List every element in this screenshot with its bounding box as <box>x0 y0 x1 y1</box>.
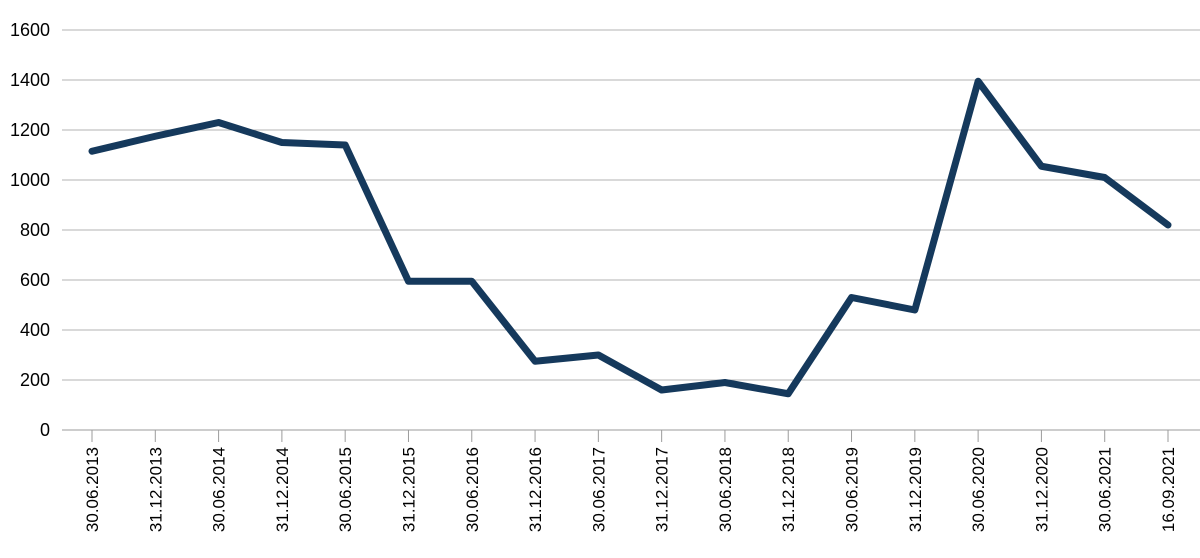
y-tick-label: 1200 <box>10 120 50 140</box>
x-tick-label: 31.12.2020 <box>1032 447 1051 532</box>
y-axis-labels: 0 200 400 600 800 1000 1200 1400 1600 <box>10 20 50 440</box>
y-tick-label: 600 <box>20 270 50 290</box>
x-tick-label: 31.12.2019 <box>906 447 925 532</box>
x-tick-label: 31.12.2014 <box>273 447 292 532</box>
y-tick-label: 1400 <box>10 70 50 90</box>
x-tick-label: 30.06.2020 <box>969 447 988 532</box>
x-tick-label: 31.12.2018 <box>779 447 798 532</box>
x-tick-label: 30.06.2016 <box>463 447 482 532</box>
y-tick-label: 0 <box>40 420 50 440</box>
x-tick-label: 16.09.2021 <box>1159 447 1178 532</box>
x-tick-label: 31.12.2015 <box>399 447 418 532</box>
y-tick-label: 400 <box>20 320 50 340</box>
x-tick-label: 30.06.2015 <box>336 447 355 532</box>
x-tick-label: 30.06.2018 <box>716 447 735 532</box>
x-tick-label: 30.06.2021 <box>1096 447 1115 532</box>
y-tick-label: 200 <box>20 370 50 390</box>
y-tick-label: 800 <box>20 220 50 240</box>
x-tick-label: 31.12.2016 <box>526 447 545 532</box>
x-tick-label: 30.06.2019 <box>843 447 862 532</box>
x-tick-label: 30.06.2014 <box>210 447 229 532</box>
x-tick-label: 30.06.2017 <box>589 447 608 532</box>
data-line <box>88 77 1172 398</box>
x-tick-label: 30.06.2013 <box>83 447 102 532</box>
y-tick-label: 1000 <box>10 170 50 190</box>
x-tick-label: 31.12.2013 <box>146 447 165 532</box>
x-tick-label: 31.12.2017 <box>653 447 672 532</box>
x-axis-ticks <box>91 430 1169 442</box>
y-tick-label: 1600 <box>10 20 50 40</box>
x-axis-labels: 30.06.2013 31.12.2013 30.06.2014 31.12.2014… <box>83 447 1178 532</box>
